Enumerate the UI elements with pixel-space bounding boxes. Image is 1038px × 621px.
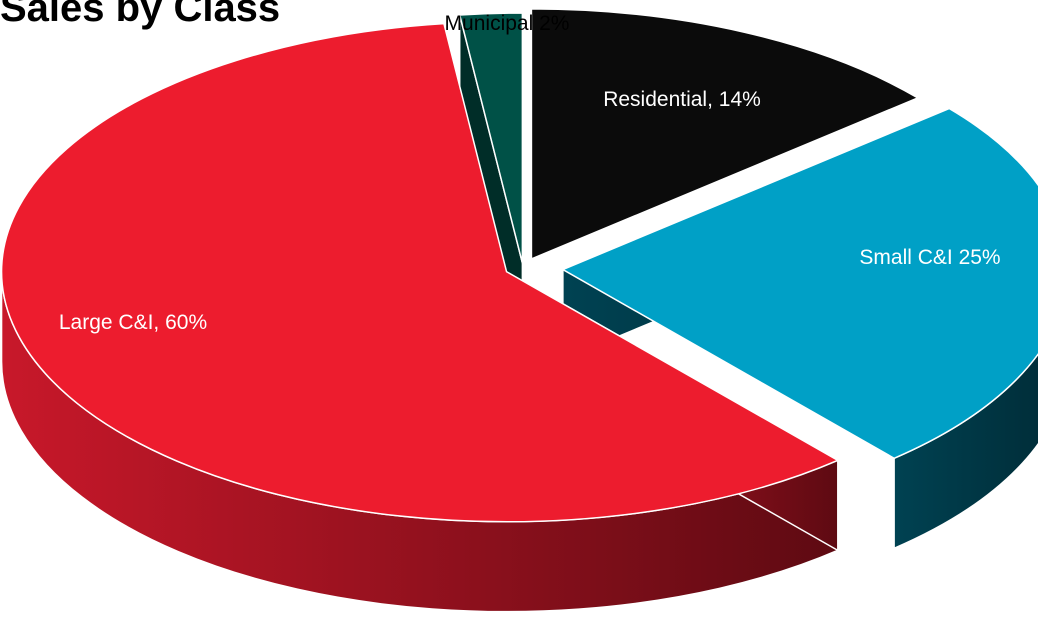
data-label-municipal: Municipal 2% xyxy=(445,12,570,35)
chart-title: Sales by Class xyxy=(0,0,281,30)
pie-slice-side-1 xyxy=(893,352,1038,550)
pie-slice-small-c-i xyxy=(562,107,1038,460)
pie-slice-large-c-i xyxy=(0,22,839,523)
data-label-small-c-i: Small C&I 25% xyxy=(859,246,1000,269)
pie-slice-residential xyxy=(530,8,919,260)
data-label-large-c-i: Large C&I, 60% xyxy=(59,311,207,334)
data-label-residential: Residential, 14% xyxy=(603,88,761,111)
pie-slice-municipal xyxy=(458,12,524,264)
